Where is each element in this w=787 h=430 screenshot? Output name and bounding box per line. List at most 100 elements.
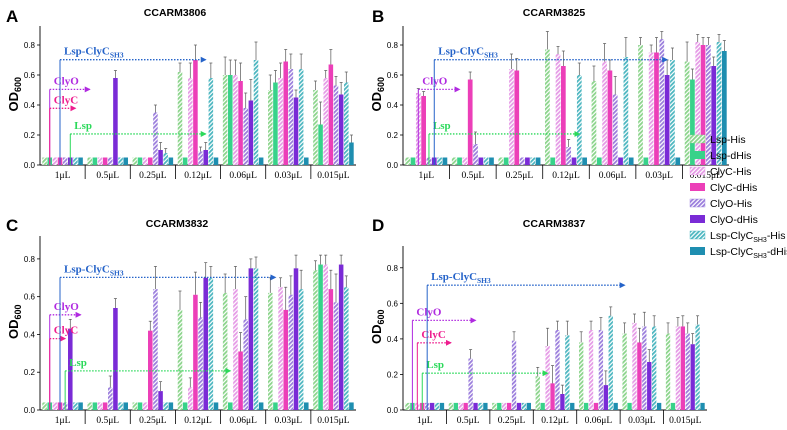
x-tick-label: 0.25μL bbox=[506, 171, 534, 181]
bar bbox=[108, 157, 113, 165]
bar bbox=[545, 49, 550, 165]
y-tick-label: 0.6 bbox=[387, 71, 399, 80]
legend-swatch bbox=[689, 166, 706, 176]
bar bbox=[405, 157, 411, 165]
bar bbox=[213, 402, 219, 410]
y-axis-label: OD600 bbox=[6, 77, 23, 112]
bar bbox=[283, 61, 288, 165]
bar bbox=[706, 45, 711, 165]
bar bbox=[502, 402, 507, 410]
x-tick-label: 0.06μL bbox=[229, 416, 257, 426]
x-tick-label: 0.12μL bbox=[552, 171, 580, 181]
bar bbox=[243, 108, 248, 165]
y-tick-label: 0.8 bbox=[387, 41, 399, 50]
bar bbox=[328, 289, 334, 410]
bar bbox=[258, 402, 264, 410]
x-tick-label: 0.25μL bbox=[139, 171, 167, 181]
bar bbox=[623, 57, 629, 165]
bar bbox=[92, 157, 98, 165]
bar bbox=[690, 344, 695, 410]
bar bbox=[451, 157, 457, 165]
bar bbox=[506, 402, 512, 410]
bar bbox=[313, 90, 318, 165]
x-tick-label: 0.5μL bbox=[461, 171, 484, 181]
bar bbox=[637, 342, 642, 410]
annotation-label: ClyC bbox=[421, 329, 446, 341]
bar bbox=[648, 52, 654, 165]
panel-B: B CCARM3825 OD600 0.0 0.2 0.4 0.6 0.8 1μL 0.5μL 0.… bbox=[369, 7, 729, 181]
x-tick-label: 1μL bbox=[418, 171, 434, 181]
bar bbox=[659, 39, 665, 165]
y-tick-label: 0.0 bbox=[387, 161, 399, 170]
bar bbox=[177, 72, 183, 165]
x-tick-label: 0.12μL bbox=[184, 171, 212, 181]
legend-label: Lsp-dHis bbox=[710, 150, 751, 162]
x-tick-label: 0.03μL bbox=[275, 416, 303, 426]
bar bbox=[521, 402, 527, 410]
bar bbox=[643, 157, 649, 165]
bar bbox=[108, 387, 113, 410]
bar bbox=[483, 402, 488, 410]
bar bbox=[654, 52, 659, 165]
bar bbox=[313, 270, 318, 410]
bar bbox=[268, 90, 273, 165]
x-tick-label: 0.03μL bbox=[628, 416, 656, 426]
bar bbox=[193, 294, 198, 410]
legend-swatch bbox=[689, 198, 706, 208]
bar bbox=[123, 157, 128, 165]
bar bbox=[349, 402, 354, 410]
bar bbox=[632, 322, 637, 410]
bar bbox=[52, 157, 58, 165]
x-tick-label: 0.015μL bbox=[690, 171, 722, 181]
bar bbox=[511, 340, 517, 410]
bar bbox=[118, 402, 123, 410]
bar bbox=[571, 157, 577, 165]
chart-title: CCARM3825 bbox=[523, 7, 586, 19]
bar bbox=[497, 402, 502, 410]
bar bbox=[434, 402, 440, 410]
panel-letter: A bbox=[6, 7, 18, 26]
annotation-label: Lsp bbox=[74, 120, 92, 132]
bar bbox=[598, 330, 604, 410]
bar bbox=[473, 144, 478, 165]
bar bbox=[123, 402, 128, 410]
bar bbox=[323, 78, 328, 165]
bar bbox=[675, 326, 681, 410]
bar bbox=[318, 264, 323, 410]
bar bbox=[608, 315, 613, 410]
y-tick-label: 0.6 bbox=[24, 71, 36, 80]
bar bbox=[188, 78, 193, 165]
x-tick-label: 0.03μL bbox=[645, 171, 673, 181]
bar bbox=[680, 326, 685, 410]
legend-item: ClyO-dHis bbox=[690, 214, 758, 226]
y-tick-label: 0.0 bbox=[387, 406, 399, 415]
bar bbox=[248, 268, 254, 410]
legend-label: Lsp-ClyCSH3-His bbox=[710, 230, 785, 244]
bar bbox=[42, 157, 47, 165]
bar bbox=[42, 402, 47, 410]
bar bbox=[248, 100, 254, 165]
bar bbox=[97, 402, 103, 410]
y-tick-label: 0.2 bbox=[387, 370, 399, 379]
bar bbox=[137, 402, 143, 410]
bar bbox=[612, 94, 618, 165]
panel-letter: C bbox=[6, 216, 18, 235]
bar bbox=[716, 42, 722, 165]
bar bbox=[193, 60, 198, 165]
bar bbox=[437, 157, 442, 165]
y-tick-label: 0.4 bbox=[387, 101, 399, 110]
bar bbox=[613, 402, 618, 410]
bar bbox=[253, 268, 259, 410]
x-tick-label: 0.5μL bbox=[96, 416, 119, 426]
bar bbox=[453, 402, 458, 410]
bar bbox=[695, 324, 700, 410]
y-tick-label: 0.4 bbox=[24, 101, 36, 110]
y-tick-label: 0.4 bbox=[387, 335, 399, 344]
legend-item: Lsp-ClyCSH3-dHis bbox=[690, 246, 787, 260]
y-tick-label: 0.4 bbox=[24, 330, 36, 339]
bar bbox=[602, 61, 607, 165]
bar bbox=[87, 402, 92, 410]
bar bbox=[158, 391, 163, 410]
bar bbox=[344, 82, 349, 165]
